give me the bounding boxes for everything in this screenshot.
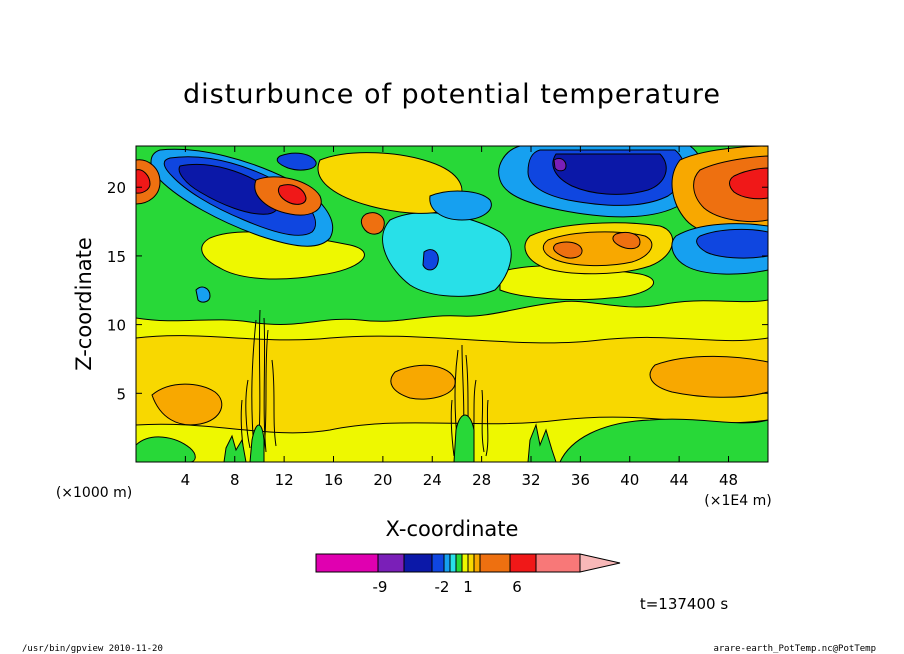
colorbar-swatch: [473, 553, 481, 573]
x-unit-label: (×1E4 m): [704, 493, 771, 509]
cyan-patch-left: [195, 286, 211, 303]
x-tick-label: 40: [620, 471, 639, 489]
orange-blob-left: [151, 383, 223, 426]
colorbar-extend-arrow: [579, 553, 621, 573]
y-unit-label: (×1000 m): [56, 485, 132, 501]
green-tower-left: [249, 424, 265, 462]
colorbar: [315, 553, 621, 573]
plot-frame: [135, 145, 769, 463]
purple-core-right: [553, 157, 567, 172]
y-tick-label: 15: [107, 248, 126, 266]
colorbar-tick-labels: -9 -2 1 6: [373, 578, 522, 596]
darkblue-core-left: [178, 163, 279, 215]
colorbar-tick-label: 1: [463, 578, 473, 596]
x-tick-label: 4: [181, 471, 191, 489]
time-label: t=137400 s: [640, 595, 728, 613]
x-tick-label: 28: [472, 471, 491, 489]
x-tick-label: 44: [670, 471, 689, 489]
x-tick-label: 24: [423, 471, 442, 489]
colorbar-tick-label: -9: [373, 578, 388, 596]
x-tick-label: 32: [521, 471, 540, 489]
blue-right-mid: [696, 228, 768, 259]
y-axis-label: Z-coordinate: [72, 237, 96, 371]
x-tick-label: 48: [719, 471, 738, 489]
blue-top-strip: [276, 152, 317, 171]
red-warm-left-top: [277, 184, 307, 205]
plot-area: [136, 146, 768, 462]
convective-tower-left: [240, 309, 277, 456]
orange-blob-mid: [390, 364, 456, 400]
colorbar-swatch: [403, 553, 433, 573]
colorbar-swatch: [467, 553, 475, 573]
footer-right: arare-earth_PotTemp.nc@PotTemp: [713, 644, 876, 654]
green-lower-right: [559, 418, 768, 462]
y-tick-label: 10: [107, 317, 126, 335]
green-tower-right: [453, 414, 475, 462]
orange-core-mid-right-2: [612, 231, 641, 250]
x-tick-label: 8: [230, 471, 240, 489]
colorbar-swatch: [431, 553, 445, 573]
red-warm-right: [729, 167, 768, 200]
colorbar-swatch: [449, 553, 457, 573]
colorbar-swatch: [479, 553, 511, 573]
colorbar-swatch: [315, 553, 379, 573]
x-tick-label: 12: [275, 471, 294, 489]
x-tick-label: 20: [373, 471, 392, 489]
orange-blob-right: [649, 355, 768, 398]
chart-title: disturbunce of potential temperature: [183, 79, 721, 110]
colorbar-tick-label: -2: [435, 578, 450, 596]
y-tick-label: 5: [116, 385, 126, 403]
colorbar-swatch: [455, 553, 463, 573]
blue-spot-center: [422, 249, 439, 271]
y-tick-label: 20: [107, 179, 126, 197]
darkblue-core-right: [552, 153, 667, 195]
colorbar-swatch: [377, 553, 405, 573]
colorbar-swatch: [509, 553, 537, 573]
colorbar-tick-label: 6: [512, 578, 522, 596]
green-spikes-right: [527, 423, 557, 462]
x-tick-label: 16: [324, 471, 343, 489]
x-tick-label: 36: [571, 471, 590, 489]
orange-wave-near-20: [360, 212, 385, 235]
green-spikes-left: [223, 434, 247, 462]
colorbar-swatch: [461, 553, 469, 573]
cyan-strip-upper-mid: [429, 190, 492, 221]
colorbar-swatch: [535, 553, 581, 573]
y-axis: 5 10 15 20: [107, 179, 768, 403]
x-axis: 4 8 12 16 20 24 28 32 36 40 44 48: [181, 146, 738, 489]
orange-core-mid-right: [553, 241, 583, 259]
footer-left: /usr/bin/gpview 2010-11-20: [22, 644, 163, 654]
x-axis-label: X-coordinate: [386, 517, 519, 541]
colorbar-swatch: [443, 553, 451, 573]
